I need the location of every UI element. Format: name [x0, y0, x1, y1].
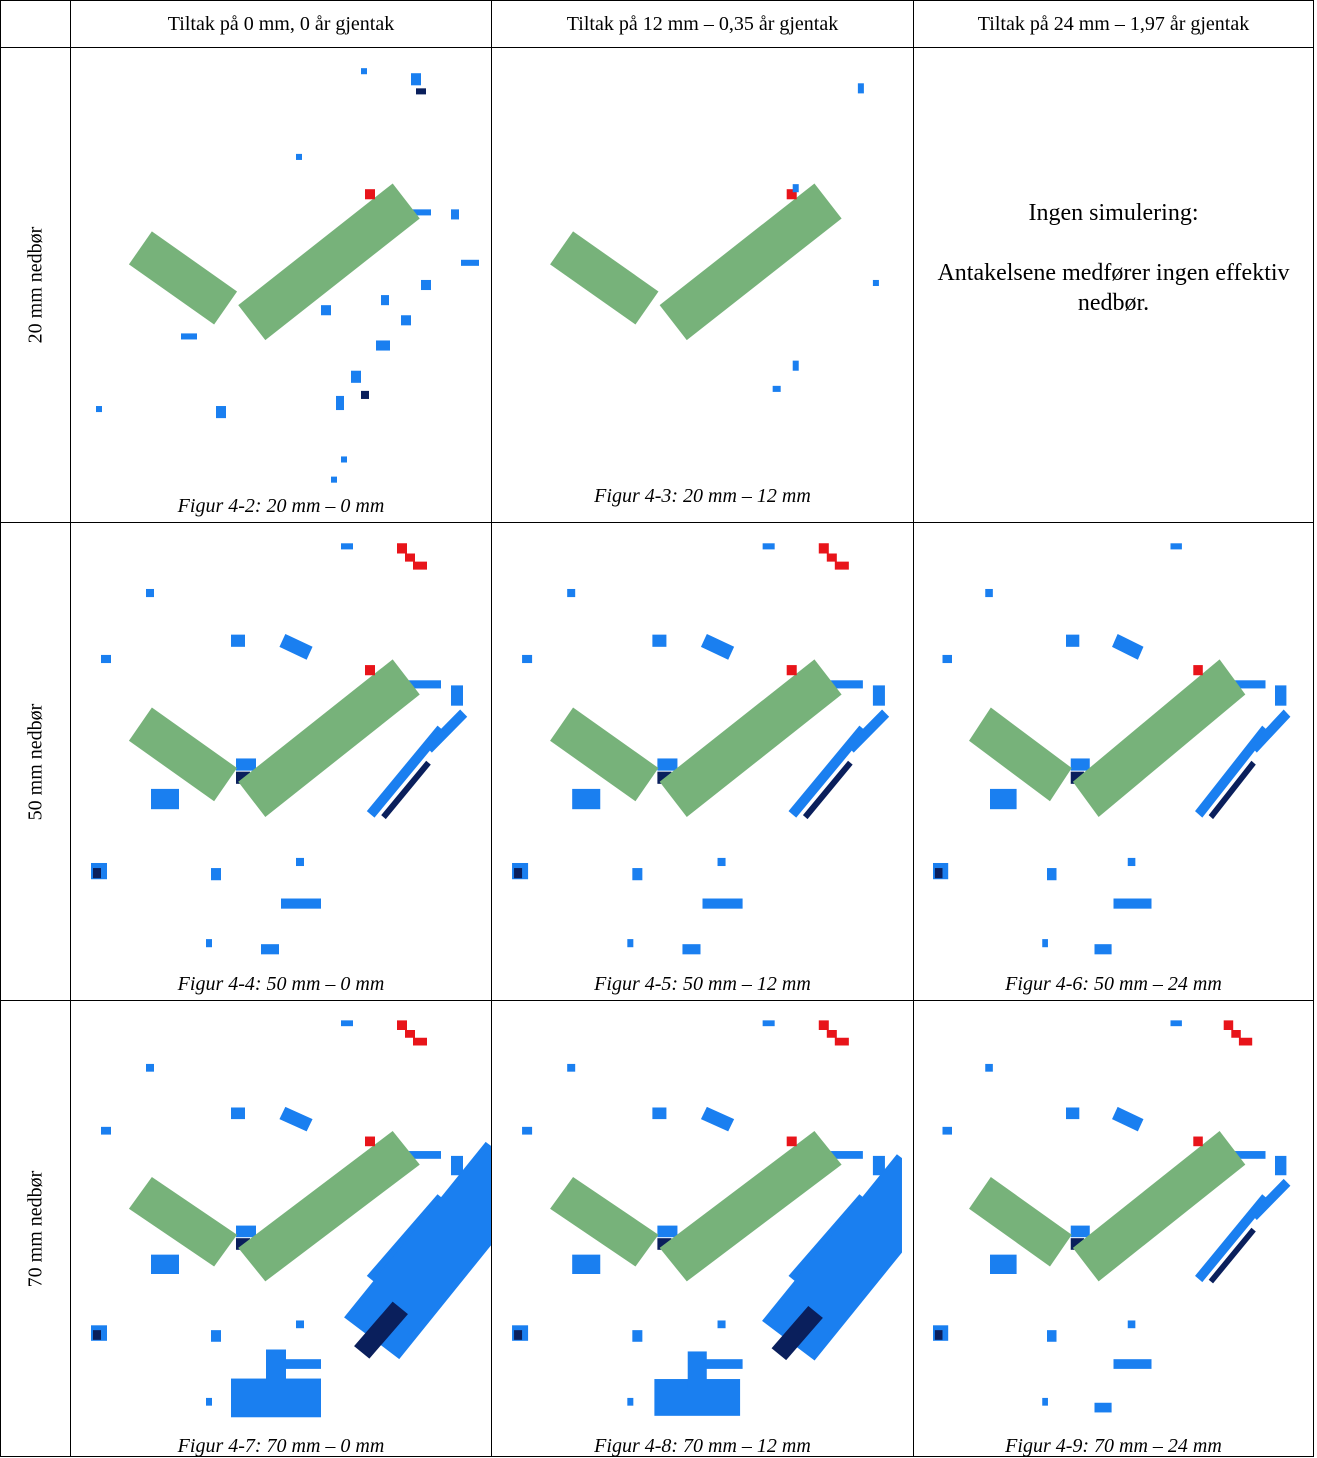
row-label: 70 mm nedbør — [24, 1170, 47, 1287]
caption: Figur 4-4: 50 mm – 0 mm — [71, 973, 491, 996]
map-cell: Figur 4-2: 20 mm – 0 mm — [71, 48, 492, 523]
row-header: 50 mm nedbør — [1, 523, 71, 1001]
map-cell: Figur 4-5: 50 mm – 12 mm — [492, 523, 914, 1001]
map — [71, 1001, 491, 1456]
map — [492, 1001, 913, 1456]
note-line: Ingen simulering: — [914, 198, 1313, 228]
map — [71, 48, 491, 522]
figure-table: Tiltak på 0 mm, 0 år gjentak Tiltak på 1… — [0, 0, 1314, 1457]
caption: Figur 4-5: 50 mm – 12 mm — [492, 973, 913, 996]
map-cell: Figur 4-4: 50 mm – 0 mm — [71, 523, 492, 1001]
note-cell: Ingen simulering: Antakelsene medfører in… — [914, 48, 1314, 523]
row-label: 50 mm nedbør — [24, 703, 47, 820]
caption: Figur 4-7: 70 mm – 0 mm — [71, 1435, 491, 1458]
map — [914, 1001, 1313, 1456]
column-header: Tiltak på 24 mm – 1,97 år gjentak — [914, 1, 1314, 48]
map-cell: Figur 4-9: 70 mm – 24 mm — [914, 1001, 1314, 1457]
page: Tiltak på 0 mm, 0 år gjentak Tiltak på 1… — [0, 0, 1317, 1456]
caption: Figur 4-9: 70 mm – 24 mm — [914, 1435, 1313, 1458]
column-header: Tiltak på 12 mm – 0,35 år gjentak — [492, 1, 914, 48]
map — [492, 48, 913, 522]
caption: Figur 4-8: 70 mm – 12 mm — [492, 1435, 913, 1458]
map-cell: Figur 4-7: 70 mm – 0 mm — [71, 1001, 492, 1457]
corner-cell — [1, 1, 71, 48]
note: Ingen simulering: Antakelsene medfører in… — [914, 198, 1313, 318]
map — [71, 523, 491, 1000]
column-header: Tiltak på 0 mm, 0 år gjentak — [71, 1, 492, 48]
map — [914, 523, 1313, 1000]
caption: Figur 4-6: 50 mm – 24 mm — [914, 973, 1313, 996]
caption: Figur 4-3: 20 mm – 12 mm — [492, 485, 913, 508]
row-header: 70 mm nedbør — [1, 1001, 71, 1457]
row-header: 20 mm nedbør — [1, 48, 71, 523]
row-label: 20 mm nedbør — [24, 227, 47, 344]
map — [492, 523, 913, 1000]
caption: Figur 4-2: 20 mm – 0 mm — [71, 495, 491, 518]
note-line: Antakelsene medfører ingen effektiv nedb… — [914, 258, 1313, 318]
map-cell: Figur 4-8: 70 mm – 12 mm — [492, 1001, 914, 1457]
map-cell: Figur 4-3: 20 mm – 12 mm — [492, 48, 914, 523]
map-cell: Figur 4-6: 50 mm – 24 mm — [914, 523, 1314, 1001]
